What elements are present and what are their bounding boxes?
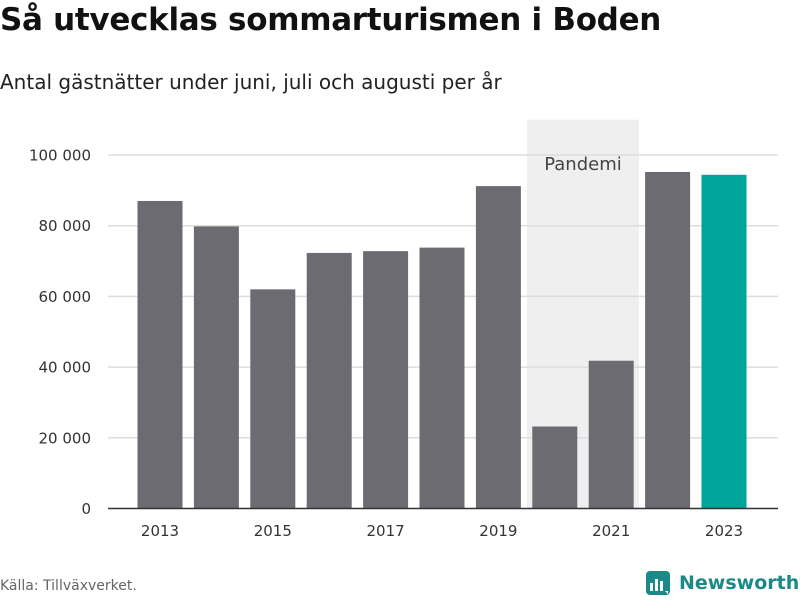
x-tick-label: 2015 — [254, 522, 292, 540]
chart-title: Så utvecklas sommarturismen i Boden — [0, 2, 662, 38]
bar-2018 — [419, 247, 465, 509]
source-note: Källa: Tillväxverket. — [0, 578, 137, 594]
brand-name: Newsworthy — [679, 572, 800, 594]
bar-2015 — [250, 289, 296, 509]
y-tick-label: 40 000 — [39, 359, 92, 377]
chart-subtitle: Antal gästnätter under juni, juli och au… — [0, 70, 502, 94]
bar-2020 — [532, 426, 578, 509]
bar-2022 — [645, 171, 691, 509]
bar-2016 — [306, 252, 352, 509]
bar-2013 — [137, 200, 183, 509]
bar-2019 — [475, 186, 521, 509]
shaded-region-label: Pandemi — [544, 154, 622, 175]
y-tick-label: 0 — [81, 500, 91, 518]
bar-2023 — [701, 174, 747, 509]
x-tick-label: 2021 — [592, 522, 630, 540]
newsworthy-icon — [646, 571, 670, 595]
bar-2017 — [363, 251, 409, 509]
bar-2014 — [193, 226, 239, 509]
x-tick-label: 2013 — [141, 522, 179, 540]
brand-logo[interactable]: Newsworthy — [645, 570, 800, 596]
x-tick-label: 2017 — [367, 522, 405, 540]
x-tick-label: 2019 — [479, 522, 517, 540]
y-tick-label: 20 000 — [39, 429, 92, 447]
y-tick-label: 60 000 — [39, 288, 92, 306]
y-tick-label: 100 000 — [29, 147, 91, 165]
bar-2021 — [588, 360, 634, 509]
y-tick-label: 80 000 — [39, 217, 92, 235]
x-tick-label: 2023 — [705, 522, 743, 540]
